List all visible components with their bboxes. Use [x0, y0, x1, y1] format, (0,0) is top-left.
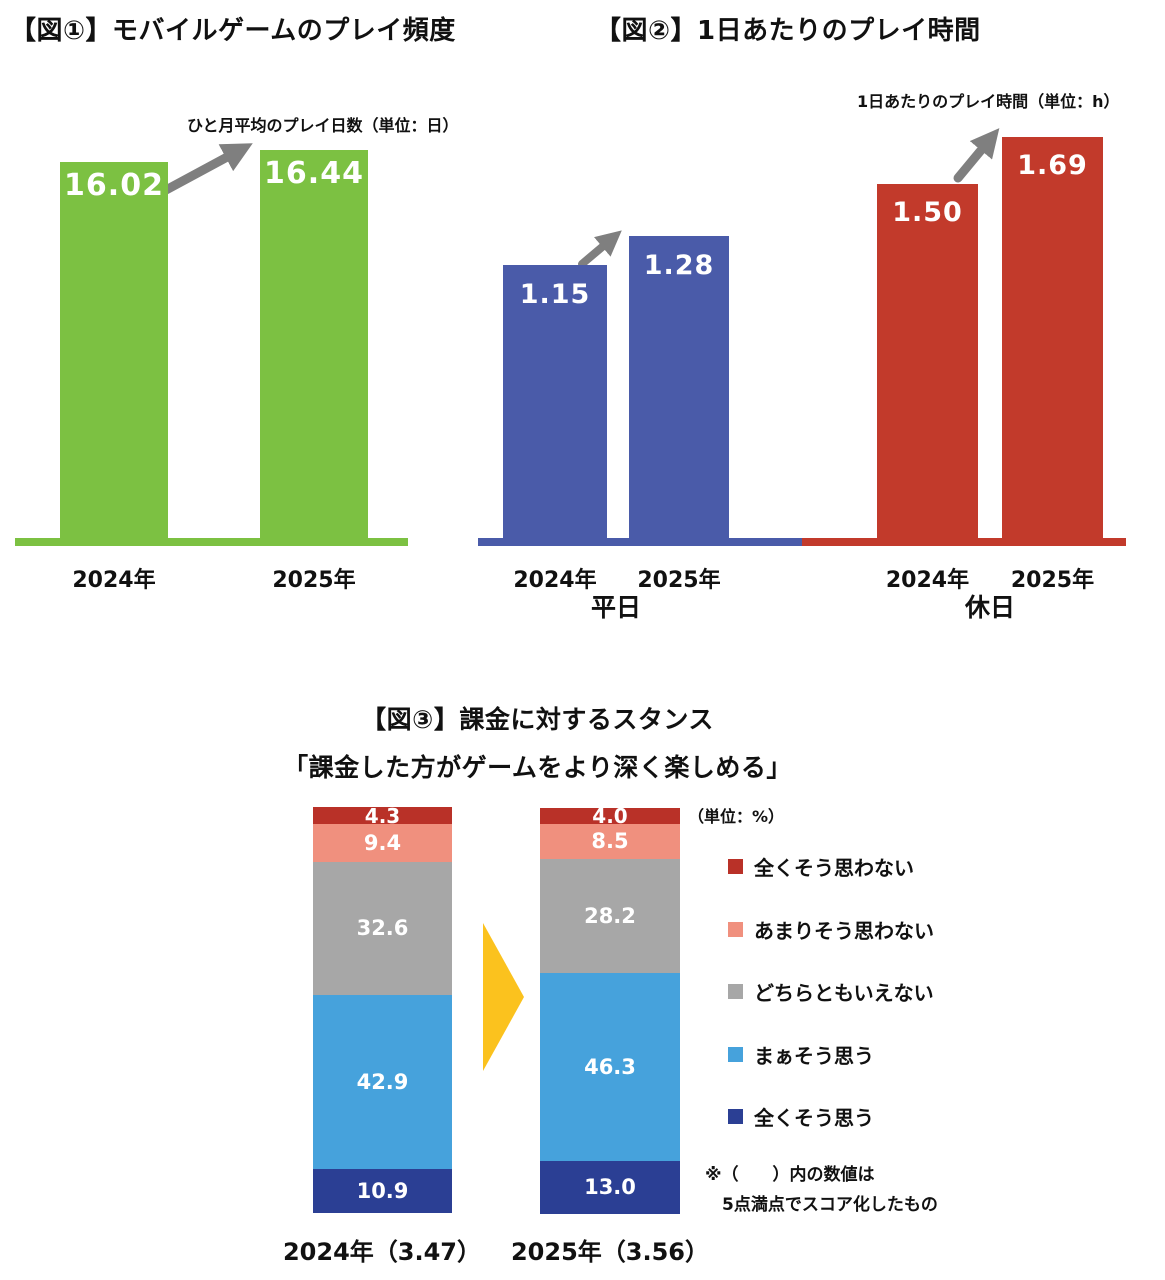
seg-value: 4.0 [592, 804, 628, 828]
fig2-weekday-increase-arrow-icon [578, 230, 622, 268]
legend-item-neutral: どちらともいえない [728, 977, 934, 1006]
fig3-unit-label: （単位：%） [688, 807, 785, 826]
fig3-2025-seg-strongly-agree: 13.0 [540, 1161, 680, 1214]
fig2-baseline-holiday [802, 538, 1126, 546]
fig2-axis-annotation: 1日あたりのプレイ時間（単位：h） [857, 92, 1120, 111]
fig3-2024-seg-strongly-agree: 10.9 [313, 1169, 452, 1213]
yellow-triangle-arrow-icon [483, 923, 524, 1071]
seg-value: 46.3 [584, 1054, 636, 1079]
fig3-xlabel-2025: 2025年（3.56） [510, 1238, 709, 1266]
fig1-baseline [15, 538, 408, 546]
fig2-bar-weekday-2025: 1.28 [629, 236, 729, 546]
fig1-xlabel-2025: 2025年 [272, 568, 356, 593]
legend-item-strongly-agree: 全くそう思う [728, 1102, 874, 1131]
fig3-note-line1: ※（ ）内の数値は [705, 1165, 875, 1185]
fig2-bar-holiday-2025: 1.69 [1002, 137, 1103, 546]
fig1-increase-arrow-icon [161, 143, 253, 195]
seg-value: 42.9 [356, 1069, 409, 1094]
seg-value: 32.6 [356, 916, 409, 940]
fig2-baseline-weekday [478, 538, 802, 546]
legend-label: あまりそう思わない [754, 919, 934, 943]
fig2-holiday-increase-arrow-icon [953, 128, 1000, 183]
fig1-bar-2025-value: 16.44 [264, 156, 364, 191]
legend-label: 全くそう思う [754, 1106, 874, 1130]
legend-label: 全くそう思わない [754, 856, 914, 880]
legend-item-agree: まぁそう思う [728, 1040, 874, 1069]
fig1-bar-2025: 16.44 [260, 150, 368, 546]
legend-item-disagree: あまりそう思わない [728, 915, 934, 944]
legend-label: まぁそう思う [754, 1044, 874, 1068]
fig3-2025-seg-strongly-disagree: 4.0 [540, 804, 680, 828]
seg-value: 9.4 [363, 830, 402, 855]
fig2-xlabel-weekday-2025: 2025年 [637, 568, 721, 593]
fig1-xlabel-2024: 2024年 [72, 568, 156, 593]
fig1-bar-2024-value: 16.02 [64, 168, 164, 203]
seg-value: 13.0 [584, 1175, 636, 1199]
fig3-stacked-bar-2024: 4.3 9.4 32.6 42.9 10.9 [313, 803, 452, 1213]
fig3-xlabel-2024: 2024年（3.47） [282, 1238, 481, 1266]
fig1-axis-annotation: ひと月平均のプレイ日数（単位：日） [187, 116, 459, 135]
fig3-2025-seg-neutral: 28.2 [540, 859, 680, 973]
fig3-title-line2: 「課金した方がゲームをより深く楽しめる」 [283, 753, 792, 782]
seg-value: 10.9 [356, 1178, 409, 1203]
fig3-note-line2: 5点満点でスコア化したもの [722, 1195, 938, 1215]
seg-value: 4.3 [364, 803, 401, 828]
fig2-group-label-holiday: 休日 [964, 593, 1015, 622]
fig2-bar-weekday-2024: 1.15 [503, 265, 607, 546]
legend-color-swatch-icon [728, 1047, 743, 1062]
legend-color-swatch-icon [728, 984, 743, 999]
fig3-2024-seg-agree: 42.9 [313, 995, 452, 1169]
fig1-bar-2024: 16.02 [60, 162, 168, 546]
fig3-2024-seg-strongly-disagree: 4.3 [313, 803, 452, 828]
fig2-group-label-weekday: 平日 [590, 593, 641, 622]
fig2-xlabel-holiday-2024: 2024年 [885, 568, 970, 593]
fig3-2024-seg-neutral: 32.6 [313, 862, 452, 995]
fig3-stacked-bar-2025: 4.0 8.5 28.2 46.3 13.0 [540, 804, 680, 1214]
legend-color-swatch-icon [728, 1109, 743, 1124]
legend-label: どちらともいえない [754, 981, 934, 1005]
fig2-xlabel-weekday-2024: 2024年 [513, 568, 597, 593]
fig2-title: 【図②】1日あたりのプレイ時間 [595, 16, 981, 46]
fig1-title: 【図①】モバイルゲームのプレイ頻度 [10, 16, 456, 46]
fig2-bar-weekday-2025-value: 1.28 [643, 250, 715, 281]
fig2-bar-holiday-2024: 1.50 [877, 184, 978, 546]
legend-color-swatch-icon [728, 922, 743, 937]
fig2-xlabel-holiday-2025: 2025年 [1010, 568, 1095, 593]
legend-item-strongly-disagree: 全くそう思わない [728, 852, 914, 881]
fig3-2025-seg-disagree: 8.5 [540, 824, 680, 859]
fig2-bar-weekday-2024-value: 1.15 [519, 279, 591, 310]
seg-value: 8.5 [591, 829, 629, 853]
fig2-bar-holiday-2024-value: 1.50 [892, 197, 963, 228]
seg-value: 28.2 [584, 903, 636, 928]
fig3-2025-seg-agree: 46.3 [540, 973, 680, 1161]
fig3-2024-seg-disagree: 9.4 [313, 824, 452, 862]
fig3-title-line1: 【図③】課金に対するスタンス [361, 705, 714, 734]
legend-color-swatch-icon [728, 859, 743, 874]
fig2-bar-holiday-2025-value: 1.69 [1017, 150, 1088, 181]
